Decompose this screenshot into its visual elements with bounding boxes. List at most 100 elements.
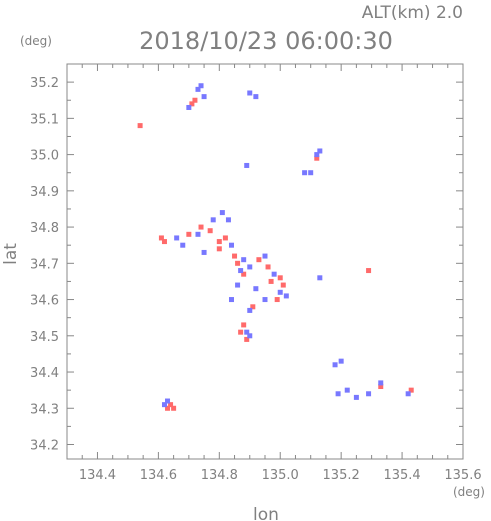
echo-points	[137, 83, 414, 411]
echo-point	[247, 333, 253, 339]
echo-point	[180, 242, 186, 248]
echo-point	[228, 297, 234, 303]
x-tick-label: 135.0	[262, 468, 299, 483]
plot-frame	[66, 63, 464, 460]
echo-point	[219, 210, 225, 216]
echo-point	[207, 228, 213, 234]
echo-point	[308, 170, 314, 176]
y-tick-label: 34.4	[30, 366, 59, 381]
echo-point	[225, 217, 231, 223]
echo-point	[265, 264, 271, 270]
y-tick-label: 34.8	[30, 221, 59, 236]
echo-point	[250, 304, 256, 310]
y-axis-label: lat	[1, 243, 21, 265]
echo-point	[201, 94, 207, 100]
echo-point	[332, 362, 338, 368]
echo-point	[283, 293, 289, 299]
echo-point	[317, 148, 323, 154]
echo-point	[198, 83, 204, 89]
echo-point	[165, 405, 171, 411]
echo-point	[216, 246, 222, 252]
echo-point	[235, 282, 241, 288]
echo-point	[161, 239, 167, 245]
echo-point	[192, 97, 198, 103]
echo-point	[335, 391, 341, 397]
echo-point	[378, 380, 384, 386]
echo-point	[241, 271, 247, 277]
y-axis-ticks: 34.2 34.3 34.4 34.5 34.6 34.7 34.8 34.9 35.0 35.1…	[30, 63, 463, 454]
echo-point	[216, 239, 222, 245]
echo-point	[366, 268, 372, 274]
echo-point	[247, 307, 253, 313]
echo-point	[244, 162, 250, 168]
echo-point	[244, 329, 250, 335]
echo-point	[210, 217, 216, 223]
x-tick-label: 135.4	[383, 468, 420, 483]
y-tick-label: 34.6	[30, 294, 59, 309]
echo-point	[168, 402, 174, 408]
x-tick-label: 134.4	[79, 468, 116, 483]
echo-point	[317, 275, 323, 281]
y-tick-label: 34.7	[30, 257, 59, 272]
echo-point	[405, 391, 411, 397]
x-axis-ticks: 134.4 134.6 134.8 135.0 135.2 135.4 135.6	[66, 64, 482, 483]
echo-point	[228, 242, 234, 248]
echo-point	[247, 90, 253, 96]
echo-point	[174, 235, 180, 241]
y-tick-label: 35.1	[30, 112, 59, 127]
echo-point	[158, 235, 164, 241]
echo-point	[201, 249, 207, 255]
x-axis-label: lon	[253, 505, 279, 521]
echo-point	[222, 235, 228, 241]
echo-point	[186, 104, 192, 110]
y-axis-unit: (deg)	[20, 34, 52, 48]
y-tick-label: 34.9	[30, 185, 59, 200]
echo-point	[366, 391, 372, 397]
y-tick-label: 35.2	[30, 76, 59, 91]
echo-point	[232, 253, 238, 259]
echo-point	[165, 398, 171, 404]
y-tick-label: 35.0	[30, 149, 59, 164]
echo-point	[256, 257, 262, 263]
echo-point	[277, 275, 283, 281]
echo-point	[338, 358, 344, 364]
x-tick-label: 134.6	[140, 468, 177, 483]
echo-point	[271, 271, 277, 277]
echo-point	[247, 264, 253, 270]
x-axis-unit: (deg)	[453, 485, 485, 499]
y-tick-label: 34.2	[30, 439, 59, 454]
echo-point	[195, 231, 201, 237]
echo-point	[198, 224, 204, 230]
echo-point	[238, 329, 244, 335]
echo-point	[353, 394, 359, 400]
echo-point	[314, 155, 320, 161]
echo-point	[378, 384, 384, 390]
echo-point	[314, 152, 320, 158]
echo-point	[235, 260, 241, 266]
echo-point	[262, 253, 268, 259]
echo-point	[344, 387, 350, 393]
echo-point	[241, 257, 247, 263]
echo-point	[244, 336, 250, 342]
echo-point	[262, 297, 268, 303]
echo-point	[274, 297, 280, 303]
echo-point	[189, 101, 195, 107]
echo-point	[195, 86, 201, 92]
y-tick-label: 34.5	[30, 330, 59, 345]
echo-point	[408, 387, 414, 393]
echo-point	[280, 282, 286, 288]
chart-title: 2018/10/23 06:00:30	[139, 27, 393, 55]
echo-point	[238, 268, 244, 274]
echo-point	[137, 123, 143, 129]
echo-point	[268, 278, 274, 284]
echo-point	[241, 322, 247, 328]
echo-point	[253, 286, 259, 292]
x-tick-label: 134.8	[201, 468, 238, 483]
altitude-label: ALT(km) 2.0	[362, 3, 463, 23]
echo-point	[161, 402, 167, 408]
echo-point	[171, 405, 177, 411]
x-tick-label: 135.2	[323, 468, 360, 483]
echo-point	[302, 170, 308, 176]
x-tick-label: 135.6	[444, 468, 481, 483]
